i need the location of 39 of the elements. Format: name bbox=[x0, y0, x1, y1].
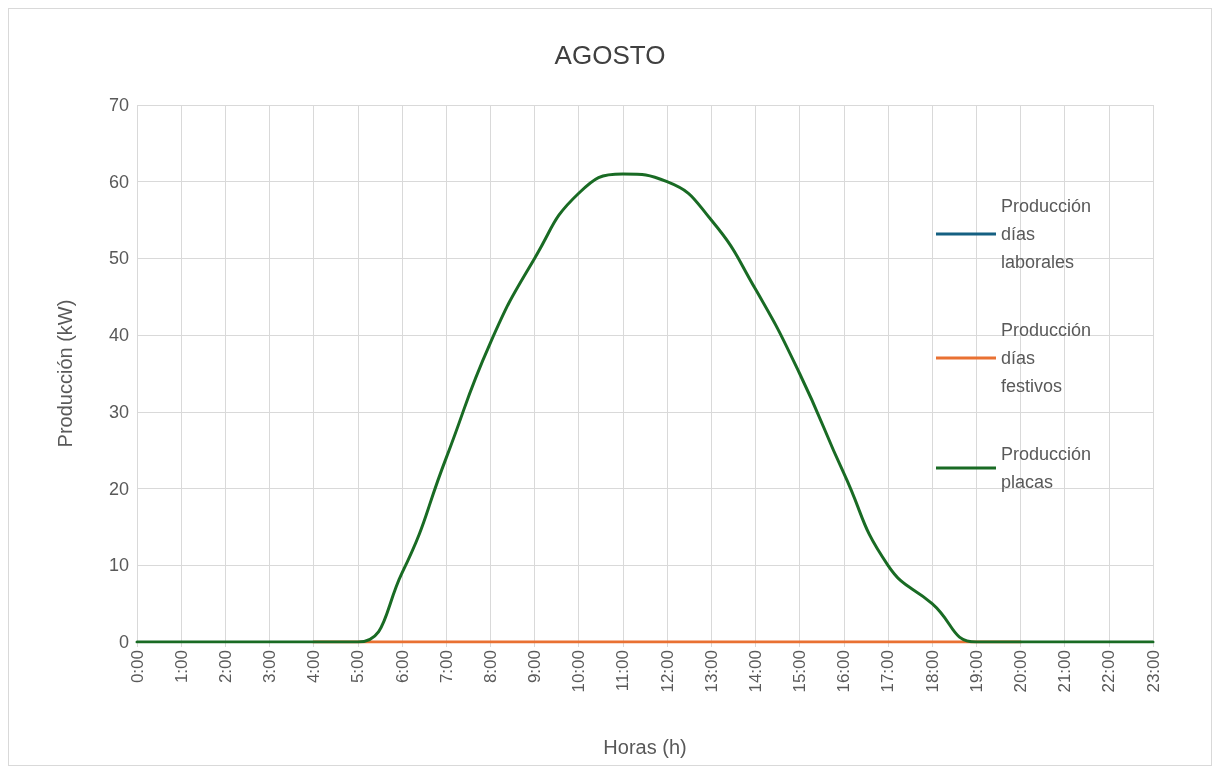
legend-label: Producción placas bbox=[1001, 444, 1097, 492]
x-tick-label: 7:00 bbox=[436, 650, 456, 684]
y-tick-label: 50 bbox=[108, 248, 129, 269]
x-tick-label: 21:00 bbox=[1055, 650, 1075, 693]
x-tick-label: 14:00 bbox=[745, 650, 765, 693]
x-tick-label: 13:00 bbox=[701, 650, 721, 693]
x-tick-label: 15:00 bbox=[790, 650, 810, 693]
x-tick-label: 1:00 bbox=[171, 650, 191, 684]
x-tick-label: 19:00 bbox=[966, 650, 986, 693]
y-axis-title: Producción (kW) bbox=[54, 299, 76, 448]
x-tick-label: 12:00 bbox=[657, 650, 677, 693]
x-tick-label: 20:00 bbox=[1010, 650, 1030, 693]
x-tick-label: 4:00 bbox=[304, 650, 324, 684]
y-tick-label: 40 bbox=[108, 325, 129, 346]
x-tick-label: 16:00 bbox=[834, 650, 854, 693]
line-series bbox=[135, 172, 1155, 644]
x-tick-label: 8:00 bbox=[480, 650, 500, 684]
x-tick-label: 5:00 bbox=[348, 650, 368, 684]
y-tick-label: 30 bbox=[108, 401, 129, 422]
x-tick-label: 18:00 bbox=[922, 650, 942, 693]
x-tick-label: 9:00 bbox=[525, 650, 545, 684]
chart-title: AGOSTO bbox=[554, 40, 666, 70]
legend-label: Producción días festivos bbox=[1001, 320, 1097, 396]
x-tick-label: 6:00 bbox=[392, 650, 412, 684]
y-tick-label: 60 bbox=[108, 171, 129, 192]
y-tick-label: 70 bbox=[108, 95, 129, 115]
x-tick-label: 17:00 bbox=[878, 650, 898, 693]
y-tick-label: 10 bbox=[108, 555, 129, 576]
x-tick-label: 10:00 bbox=[569, 650, 589, 693]
y-tick-label: 20 bbox=[108, 478, 129, 499]
x-tick-label: 23:00 bbox=[1143, 650, 1163, 693]
x-axis-title: Horas (h) bbox=[603, 736, 687, 758]
x-tick-label: 11:00 bbox=[613, 650, 633, 692]
x-tick-label: 3:00 bbox=[260, 650, 280, 684]
y-tick-label: 0 bbox=[118, 632, 129, 652]
x-tick-label: 22:00 bbox=[1099, 650, 1119, 693]
x-tick-label: 0:00 bbox=[127, 650, 147, 684]
x-tick-label: 2:00 bbox=[215, 650, 235, 684]
legend-label: Producción días laborales bbox=[1001, 196, 1097, 272]
